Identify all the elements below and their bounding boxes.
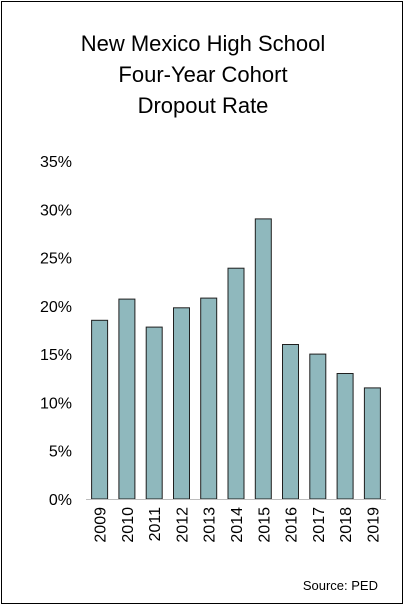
bar-2014	[227, 267, 245, 500]
y-tick-label: 20%	[40, 299, 72, 316]
x-tick-label: 2016	[284, 507, 301, 543]
chart-source: Source: PED	[302, 578, 378, 593]
y-tick-label: 30%	[40, 202, 72, 219]
x-tick-label: 2010	[120, 507, 137, 543]
y-tick-label: 25%	[40, 251, 72, 268]
y-tick-label: 5%	[49, 444, 72, 461]
x-tick-label: 2017	[311, 507, 328, 543]
x-tick-label: 2013	[202, 507, 219, 543]
y-tick-label: 35%	[40, 154, 72, 171]
bar-2015	[254, 218, 272, 500]
x-tick-label: 2014	[229, 507, 246, 543]
chart-title-line-2: Four-Year Cohort	[118, 62, 288, 87]
bar-2018	[336, 373, 354, 500]
bar-2011	[145, 326, 163, 500]
x-tick-label: 2011	[147, 507, 164, 542]
x-tick-label: 2009	[93, 507, 110, 543]
bar-2019	[363, 387, 381, 500]
bar-2017	[309, 353, 327, 500]
bar-2009	[91, 319, 109, 500]
chart-title: New Mexico High School Four-Year Cohort …	[2, 28, 404, 121]
x-tick-label: 2019	[365, 507, 382, 543]
x-tick-label: 2012	[175, 507, 192, 543]
bar-2010	[118, 298, 136, 500]
bar-2016	[282, 344, 299, 500]
bar-2013	[200, 297, 218, 500]
x-tick-label: 2015	[256, 507, 273, 543]
chart-title-line-1: New Mexico High School	[80, 31, 326, 56]
y-tick-label: 0%	[49, 492, 72, 509]
y-tick-label: 10%	[40, 395, 72, 412]
chart-title-line-3: Dropout Rate	[137, 93, 269, 118]
y-tick-label: 15%	[40, 347, 72, 364]
x-tick-label: 2018	[338, 507, 355, 543]
bar-2012	[173, 307, 190, 500]
